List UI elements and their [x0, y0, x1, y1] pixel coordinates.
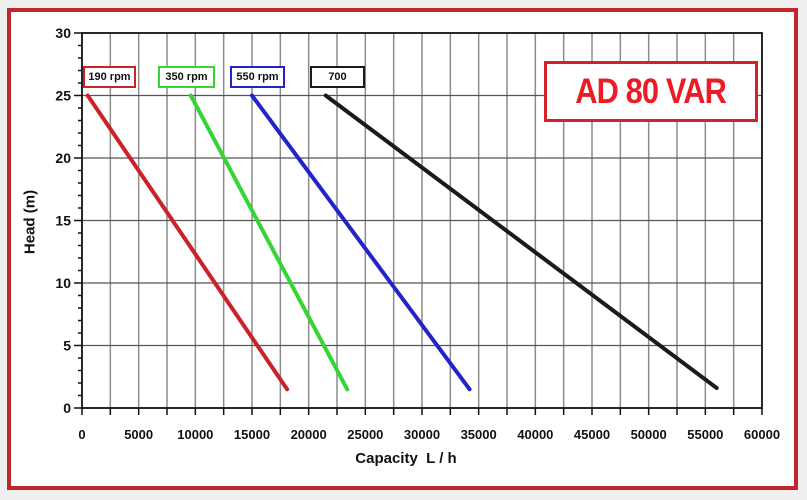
x-tick-label: 5000	[124, 427, 153, 442]
model-title-box: AD 80 VAR	[544, 61, 758, 122]
legend-item-550-rpm: 550 rpm	[230, 66, 285, 88]
x-tick-label: 30000	[404, 427, 440, 442]
y-tick-label: 25	[55, 88, 71, 104]
y-tick-label: 20	[55, 150, 71, 166]
legend-label: 190 rpm	[88, 71, 131, 83]
x-tick-label: 20000	[291, 427, 327, 442]
curve-190-rpm	[85, 93, 290, 392]
curve-700	[323, 93, 719, 390]
legend-label: 350 rpm	[165, 71, 208, 83]
y-axis-title: Head (m)	[21, 189, 39, 255]
legend-item-350-rpm: 350 rpm	[158, 66, 215, 88]
y-tick-label: 30	[55, 25, 71, 41]
legend-label: 550 rpm	[236, 71, 279, 83]
y-tick-label: 0	[63, 400, 71, 416]
x-tick-label: 50000	[631, 427, 667, 442]
y-tick-label: 5	[63, 338, 71, 354]
x-tick-label: 15000	[234, 427, 270, 442]
curve-550-rpm	[250, 93, 472, 392]
curve-350-rpm	[188, 93, 350, 392]
x-tick-label: 0	[78, 427, 85, 442]
legend-item-190-rpm: 190 rpm	[83, 66, 136, 88]
x-axis-title: Capacity L / h	[355, 450, 457, 467]
x-tick-label: 55000	[687, 427, 723, 442]
x-tick-label: 25000	[347, 427, 383, 442]
y-tick-label: 15	[55, 213, 71, 229]
x-tick-label: 35000	[461, 427, 497, 442]
model-title: AD 80 VAR	[575, 71, 728, 111]
legend-label: 700	[328, 71, 347, 83]
x-tick-label: 40000	[517, 427, 553, 442]
y-tick-label: 10	[55, 275, 71, 291]
x-tick-label: 45000	[574, 427, 610, 442]
legend-item-700: 700	[310, 66, 365, 88]
x-tick-label: 60000	[744, 427, 780, 442]
x-tick-label: 10000	[177, 427, 213, 442]
